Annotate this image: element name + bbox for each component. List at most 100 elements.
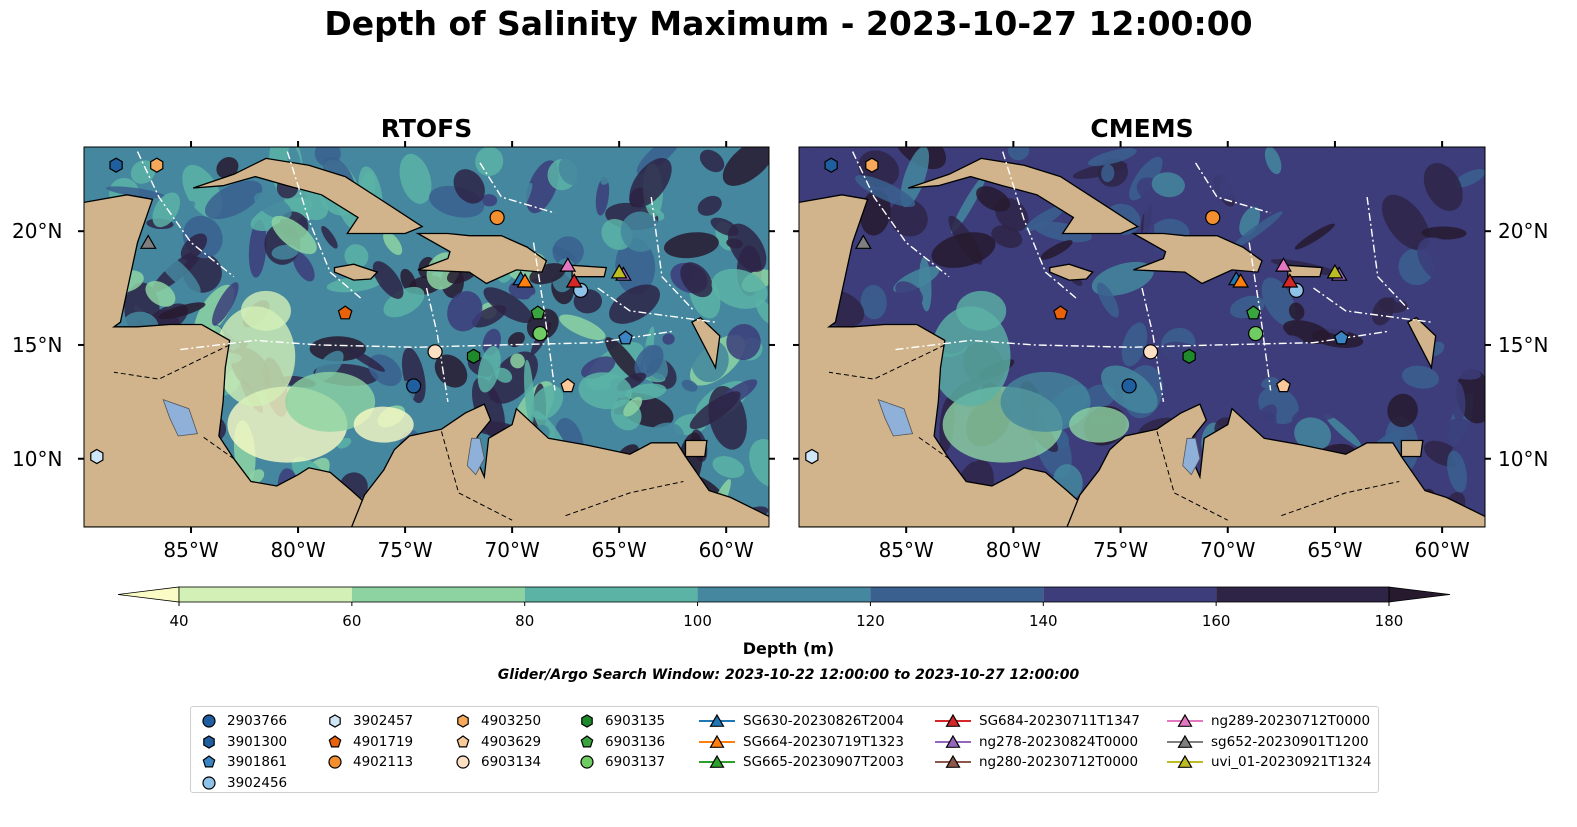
legend-item-label: uvi_01-20230921T1324	[1211, 754, 1372, 771]
legend-item-label: 4901719	[353, 733, 414, 750]
legend-item: 4902113	[325, 752, 413, 773]
cmems-lat-tick-label: 15°N	[1498, 332, 1549, 357]
rtofs-lon-tick-label: 65°W	[591, 538, 647, 562]
cmems-marker-6903134	[1142, 344, 1159, 360]
colorbar-tick-label: 180	[1374, 612, 1404, 630]
hexagon-marker-icon	[203, 735, 215, 749]
legend-item-label: SG684-20230711T1347	[979, 713, 1140, 730]
rtofs-lat-tick-label: 10°N	[12, 446, 63, 471]
triangle-marker-icon	[935, 714, 971, 728]
rtofs-marker-sg652-20230901t1200	[139, 234, 157, 249]
cmems-map-frame	[798, 146, 1486, 528]
cmems-lon-tick-label: 60°W	[1414, 538, 1470, 562]
rtofs-marker-4902113	[489, 209, 505, 226]
legend-item-label: SG630-20230826T2004	[743, 713, 904, 730]
triangle-marker-icon	[699, 734, 735, 748]
colorbar-segment	[524, 587, 698, 602]
legend-item-label: ng280-20230712T0000	[979, 754, 1139, 771]
legend-item: 6903137	[577, 752, 665, 773]
legend-item: SG630-20230826T2004	[699, 711, 904, 732]
legend-item: 3902456	[199, 773, 287, 794]
colorbar-tick-label: 40	[169, 612, 189, 630]
legend-item-label: 6903136	[605, 733, 666, 750]
legend-item-label: 2903766	[227, 713, 288, 730]
cmems-lon-tick-label: 85°W	[878, 538, 934, 562]
cmems-marker-3901861	[1333, 330, 1349, 345]
pentagon-marker-icon	[202, 755, 216, 768]
cmems-marker-3901300	[824, 157, 838, 173]
cmems-marker-uvi_01-20230921t1324	[1326, 263, 1344, 279]
triangle-marker-icon	[1167, 755, 1203, 769]
rtofs-marker-3901861	[618, 330, 633, 345]
legend-item-label: 3902457	[353, 713, 414, 730]
rtofs-marker-2903766	[406, 378, 422, 394]
circle-marker-icon	[328, 755, 342, 769]
cmems-marker-sg652-20230901t1200	[854, 234, 872, 249]
legend-item-label: 4902113	[353, 754, 414, 771]
legend-item-label: 3902456	[227, 774, 288, 791]
legend-item: ng280-20230712T0000	[935, 752, 1140, 773]
rtofs-marker-3902457	[90, 448, 104, 465]
legend-column: 2903766 3901300 3901861 3902456	[199, 711, 287, 793]
triangle-marker-icon	[935, 734, 971, 748]
cmems-lat-tick-label: 20°N	[1498, 219, 1549, 244]
rtofs-marker-4901719	[337, 305, 353, 320]
rtofs-lat-tick-label: 15°N	[12, 332, 63, 357]
legend-item-label: ng289-20230712T0000	[1211, 713, 1371, 730]
legend-item-label: 6903135	[605, 713, 666, 730]
rtofs-marker-6903137	[532, 325, 548, 342]
colorbar-tick-label: 160	[1201, 612, 1231, 630]
legend-item-label: ng278-20230824T0000	[979, 733, 1139, 750]
colorbar-segment	[1043, 587, 1217, 602]
axis-ticks	[78, 141, 1491, 533]
colorbar-tick-label: 120	[856, 612, 885, 630]
legend-item: 3902457	[325, 711, 413, 732]
colorbar-segment	[179, 587, 352, 602]
cmems-marker-4903629	[1276, 378, 1291, 393]
rtofs-marker-6903135	[466, 348, 481, 364]
legend-column: 4903250 4903629 6903134	[453, 711, 541, 773]
colorbar-tick-label: 60	[342, 612, 362, 630]
rtofs-lon-tick-label: 85°W	[163, 538, 219, 562]
cmems-marker-sg684-20230711t1347	[1281, 273, 1299, 288]
cmems-marker-6903137	[1248, 325, 1264, 342]
cmems-lon-tick-label: 80°W	[985, 538, 1041, 562]
colorbar-label: Depth (m)	[742, 639, 835, 658]
cmems-marker-6903136	[1246, 305, 1261, 320]
rtofs-marker-sg664-20230719t1323	[516, 273, 534, 288]
legend-item: SG665-20230907T2003	[699, 752, 904, 773]
legend-column: 6903135 6903136 6903137	[577, 711, 665, 773]
cmems-marker-4903250	[865, 157, 879, 173]
legend-item: 2903766	[199, 711, 287, 732]
triangle-marker-icon	[699, 755, 735, 769]
cmems-lon-tick-label: 75°W	[1092, 538, 1149, 562]
rtofs-map-frame	[83, 146, 770, 528]
colorbar-tick-label: 140	[1028, 612, 1058, 630]
cmems-lon-tick-label: 65°W	[1307, 538, 1363, 562]
legend-item-label: SG665-20230907T2003	[743, 754, 904, 771]
rtofs-marker-3901300	[109, 157, 123, 173]
colorbar	[117, 586, 1451, 606]
colorbar-segment	[351, 587, 525, 602]
cmems-map-panel	[799, 147, 1485, 527]
colorbar-tick-label: 100	[683, 612, 712, 630]
legend-item: 6903134	[453, 752, 541, 773]
legend-item: 6903136	[577, 732, 665, 753]
legend-item: 4903250	[453, 711, 541, 732]
hexagon-marker-icon	[457, 714, 469, 728]
rtofs-map-panel	[84, 147, 769, 527]
rtofs-lon-tick-label: 70°W	[484, 538, 540, 562]
triangle-marker-icon	[1167, 734, 1203, 748]
colorbar-extend-min	[117, 586, 180, 603]
legend-column: 3902457 4901719 4902113	[325, 711, 413, 773]
rtofs-lon-tick-label: 60°W	[698, 538, 754, 562]
legend-column: SG630-20230826T2004 SG664-20230719T1323 SG…	[699, 711, 904, 773]
rtofs-lon-tick-label: 75°W	[377, 538, 433, 562]
cmems-marker-sg664-20230719t1323	[1232, 273, 1250, 288]
rtofs-marker-4903250	[150, 157, 164, 173]
circle-marker-icon	[456, 755, 470, 769]
cmems-marker-4902113	[1205, 209, 1221, 226]
cmems-marker-2903766	[1121, 378, 1137, 394]
legend-item: sg652-20230901T1200	[1167, 732, 1371, 753]
legend-item: 6903135	[577, 711, 665, 732]
